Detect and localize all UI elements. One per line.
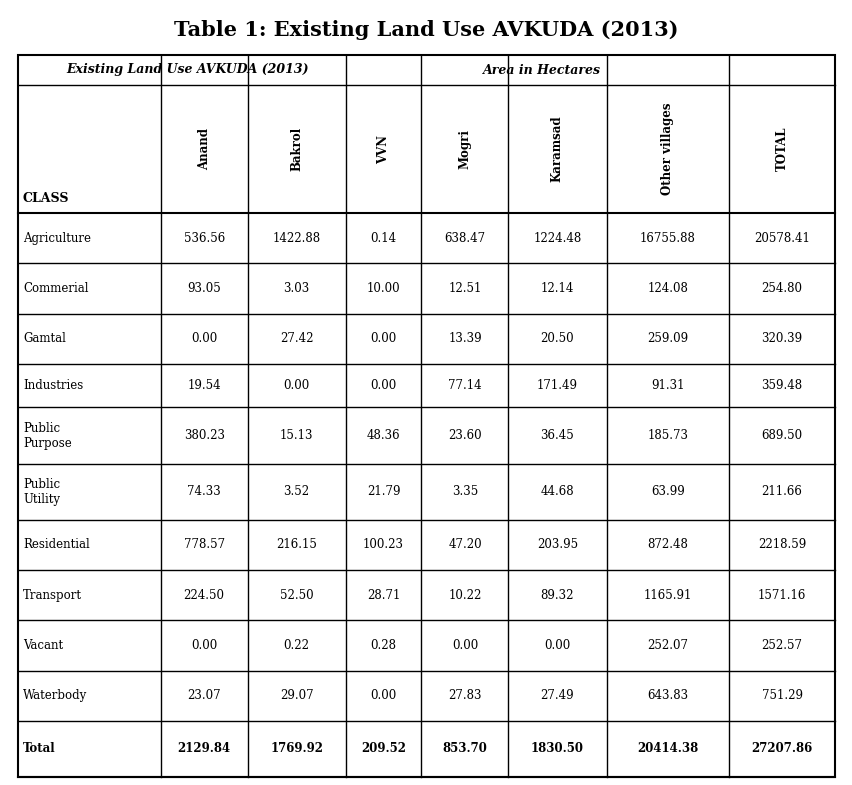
- Text: 28.71: 28.71: [366, 589, 400, 601]
- Text: Residential: Residential: [23, 539, 89, 551]
- Text: 0.00: 0.00: [191, 639, 217, 652]
- Text: 689.50: 689.50: [761, 429, 802, 442]
- Text: 259.09: 259.09: [647, 332, 688, 345]
- Text: Area in Hectares: Area in Hectares: [482, 64, 600, 76]
- Text: 252.57: 252.57: [761, 639, 802, 652]
- Text: Public
Purpose: Public Purpose: [23, 422, 72, 450]
- Text: 853.70: 853.70: [442, 743, 486, 755]
- Text: 185.73: 185.73: [647, 429, 688, 442]
- Text: Waterbody: Waterbody: [23, 689, 87, 703]
- Text: 1571.16: 1571.16: [757, 589, 805, 601]
- Text: 44.68: 44.68: [540, 485, 573, 498]
- Text: 536.56: 536.56: [183, 232, 224, 245]
- Text: 12.51: 12.51: [448, 282, 481, 295]
- Text: 2218.59: 2218.59: [757, 539, 805, 551]
- Text: Commerial: Commerial: [23, 282, 89, 295]
- Text: 19.54: 19.54: [187, 379, 221, 392]
- Text: 0.00: 0.00: [191, 332, 217, 345]
- Text: 203.95: 203.95: [536, 539, 578, 551]
- Text: 12.14: 12.14: [540, 282, 573, 295]
- Text: 36.45: 36.45: [540, 429, 573, 442]
- Text: 20.50: 20.50: [540, 332, 573, 345]
- Text: 91.31: 91.31: [650, 379, 684, 392]
- Text: Karamsad: Karamsad: [550, 115, 563, 182]
- Text: 16755.88: 16755.88: [639, 232, 695, 245]
- Text: 13.39: 13.39: [447, 332, 481, 345]
- Text: 0.00: 0.00: [283, 379, 309, 392]
- Text: 20578.41: 20578.41: [753, 232, 809, 245]
- Text: 15.13: 15.13: [279, 429, 313, 442]
- Text: 100.23: 100.23: [363, 539, 404, 551]
- Text: 63.99: 63.99: [650, 485, 684, 498]
- Text: Table 1: Existing Land Use AVKUDA (2013): Table 1: Existing Land Use AVKUDA (2013): [174, 20, 678, 40]
- Text: Total: Total: [23, 743, 55, 755]
- Text: Gamtal: Gamtal: [23, 332, 66, 345]
- Text: 0.22: 0.22: [284, 639, 309, 652]
- Text: 52.50: 52.50: [279, 589, 313, 601]
- Text: 0.00: 0.00: [370, 689, 396, 703]
- Text: 23.60: 23.60: [447, 429, 481, 442]
- Text: 23.07: 23.07: [187, 689, 221, 703]
- Text: Anand: Anand: [198, 128, 210, 170]
- Text: 3.52: 3.52: [283, 485, 309, 498]
- Text: 1769.92: 1769.92: [270, 743, 323, 755]
- Text: 21.79: 21.79: [366, 485, 400, 498]
- Text: 778.57: 778.57: [183, 539, 224, 551]
- Text: 359.48: 359.48: [761, 379, 802, 392]
- Text: 48.36: 48.36: [366, 429, 400, 442]
- Text: 0.00: 0.00: [370, 332, 396, 345]
- Text: 89.32: 89.32: [540, 589, 573, 601]
- Text: 224.50: 224.50: [183, 589, 224, 601]
- Text: 47.20: 47.20: [447, 539, 481, 551]
- Text: 0.14: 0.14: [370, 232, 396, 245]
- Text: 0.00: 0.00: [370, 379, 396, 392]
- Text: 124.08: 124.08: [647, 282, 688, 295]
- Text: 1422.88: 1422.88: [273, 232, 320, 245]
- Text: CLASS: CLASS: [23, 192, 69, 205]
- Text: Bakrol: Bakrol: [290, 127, 302, 171]
- Text: 211.66: 211.66: [761, 485, 802, 498]
- Text: 1830.50: 1830.50: [530, 743, 584, 755]
- Text: 27.42: 27.42: [279, 332, 313, 345]
- Text: 3.03: 3.03: [283, 282, 309, 295]
- Text: 380.23: 380.23: [183, 429, 224, 442]
- Text: 27.49: 27.49: [540, 689, 573, 703]
- Text: Vacant: Vacant: [23, 639, 63, 652]
- Text: 29.07: 29.07: [279, 689, 313, 703]
- Text: 77.14: 77.14: [447, 379, 481, 392]
- Text: Other villages: Other villages: [660, 103, 674, 195]
- Text: Public
Utility: Public Utility: [23, 477, 60, 506]
- Text: 10.00: 10.00: [366, 282, 400, 295]
- Text: VVN: VVN: [377, 134, 389, 163]
- Text: TOTAL: TOTAL: [774, 126, 787, 171]
- Text: 0.28: 0.28: [370, 639, 396, 652]
- Text: 638.47: 638.47: [444, 232, 485, 245]
- Text: 93.05: 93.05: [187, 282, 221, 295]
- Text: 74.33: 74.33: [187, 485, 221, 498]
- Text: 27207.86: 27207.86: [751, 743, 812, 755]
- Text: 320.39: 320.39: [761, 332, 802, 345]
- Text: 2129.84: 2129.84: [177, 743, 230, 755]
- Text: 3.35: 3.35: [452, 485, 477, 498]
- Text: 209.52: 209.52: [360, 743, 406, 755]
- Text: 872.48: 872.48: [647, 539, 688, 551]
- Text: Mogri: Mogri: [458, 129, 471, 169]
- Text: Transport: Transport: [23, 589, 82, 601]
- Text: 252.07: 252.07: [647, 639, 688, 652]
- Text: 1165.91: 1165.91: [643, 589, 691, 601]
- Text: 643.83: 643.83: [647, 689, 688, 703]
- Text: 10.22: 10.22: [448, 589, 481, 601]
- Text: Agriculture: Agriculture: [23, 232, 91, 245]
- Text: Existing Land Use AVKUDA (2013): Existing Land Use AVKUDA (2013): [66, 64, 308, 76]
- Text: 0.00: 0.00: [452, 639, 477, 652]
- Text: Industries: Industries: [23, 379, 83, 392]
- Text: 216.15: 216.15: [276, 539, 317, 551]
- Text: 751.29: 751.29: [761, 689, 802, 703]
- Text: 1224.48: 1224.48: [532, 232, 581, 245]
- Text: 20414.38: 20414.38: [636, 743, 698, 755]
- Text: 171.49: 171.49: [537, 379, 578, 392]
- Text: 27.83: 27.83: [447, 689, 481, 703]
- Text: 254.80: 254.80: [761, 282, 802, 295]
- Text: 0.00: 0.00: [544, 639, 570, 652]
